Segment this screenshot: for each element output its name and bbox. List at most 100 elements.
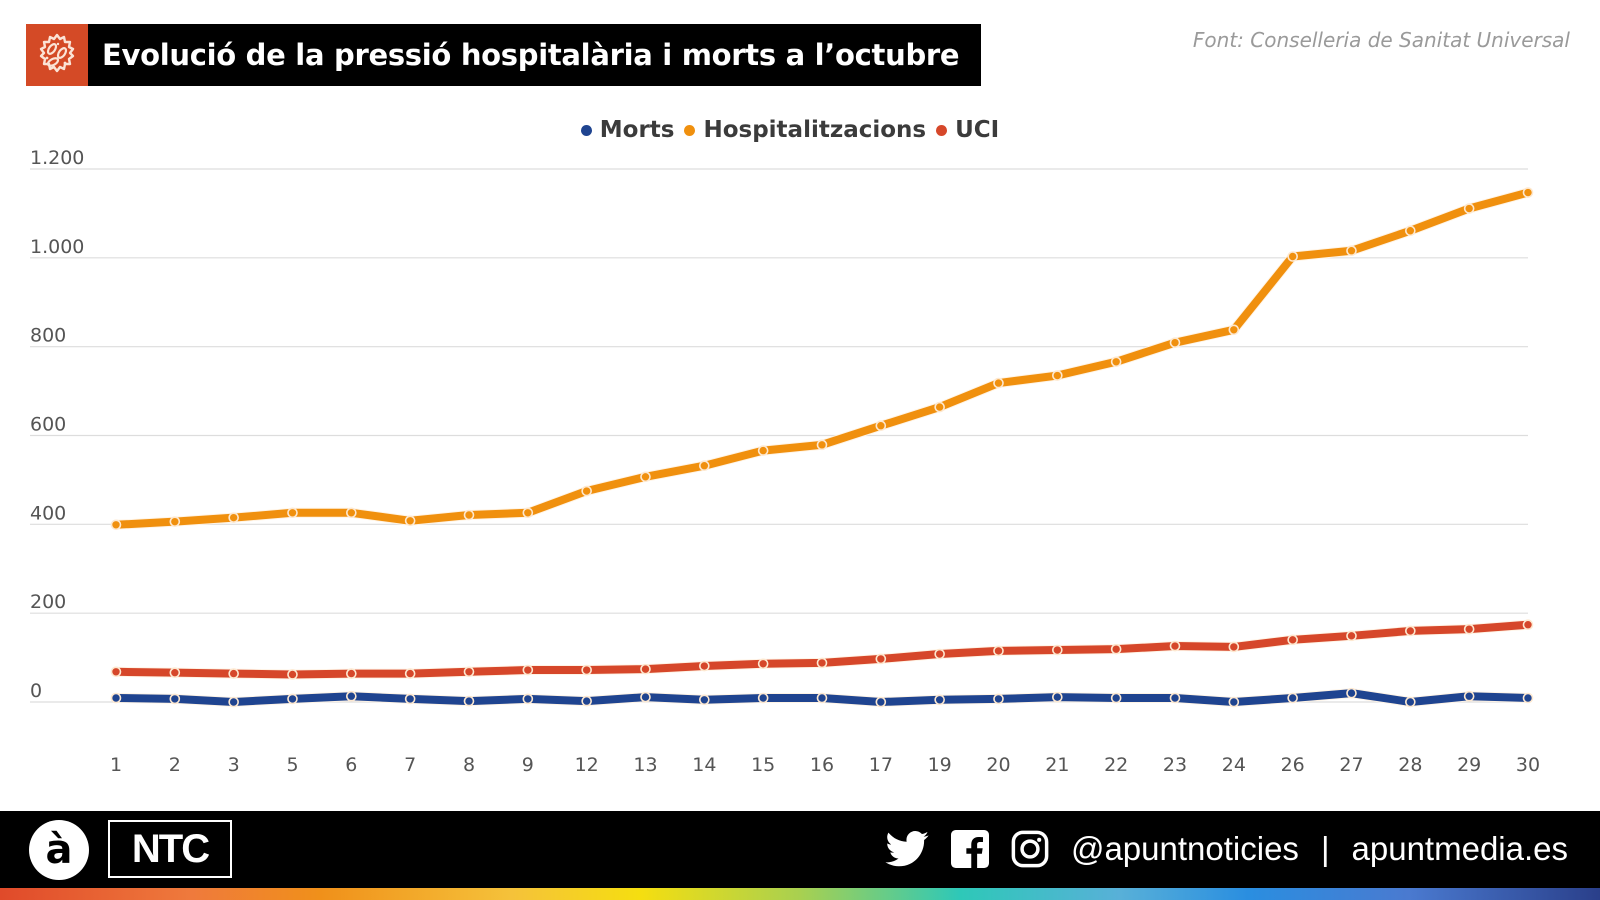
x-tick-label: 17 xyxy=(869,754,893,776)
chart-legend: Morts Hospitalitzacions UCI xyxy=(0,117,1580,143)
x-axis-ticks: 1 2 3 5 6 7 8 9 12 13 14 15 16 17 19 20 21 22 23 24 26 27 28 29… xyxy=(110,754,1540,776)
data-point xyxy=(346,507,357,519)
data-point xyxy=(522,693,534,705)
data-point xyxy=(522,664,534,676)
data-point xyxy=(228,668,239,679)
data-point xyxy=(934,648,945,660)
data-point xyxy=(463,509,475,521)
footer-bar xyxy=(0,811,1600,888)
data-point xyxy=(1228,696,1240,708)
apunt-logo[interactable]: à xyxy=(29,820,89,880)
x-tick-label: 5 xyxy=(286,754,298,776)
legend-label-hospitalitzacions: Hospitalitzacions xyxy=(703,117,927,143)
data-point xyxy=(640,471,651,483)
y-tick-label: 1.200 xyxy=(30,147,84,169)
x-tick-label: 26 xyxy=(1281,754,1305,776)
data-point xyxy=(287,693,298,705)
footer-separator: | xyxy=(1320,830,1330,867)
data-point xyxy=(757,445,769,456)
data-point xyxy=(1522,187,1534,198)
series-lines xyxy=(110,187,1534,708)
y-tick-label: 1.000 xyxy=(30,236,84,258)
y-tick-label: 800 xyxy=(30,325,66,347)
x-tick-label: 19 xyxy=(928,754,952,776)
x-tick-label: 22 xyxy=(1104,754,1128,776)
data-point xyxy=(1405,696,1416,708)
data-point xyxy=(1228,641,1240,653)
x-tick-label: 9 xyxy=(522,754,534,776)
data-point xyxy=(699,660,710,672)
data-point xyxy=(1522,619,1534,631)
data-point xyxy=(346,668,357,679)
facebook-icon[interactable] xyxy=(950,830,989,868)
data-point xyxy=(287,507,298,519)
data-point xyxy=(404,515,416,527)
x-tick-label: 6 xyxy=(345,754,357,776)
data-point xyxy=(816,692,828,704)
legend-item-hospitalitzacions: Hospitalitzacions xyxy=(684,117,926,143)
y-tick-label: 0 xyxy=(30,680,42,702)
data-point xyxy=(169,516,181,527)
data-point xyxy=(1228,324,1240,336)
data-point xyxy=(1463,690,1475,702)
data-point xyxy=(522,507,534,519)
x-tick-label: 21 xyxy=(1045,754,1069,776)
data-point xyxy=(1169,337,1181,348)
data-point xyxy=(1287,634,1298,646)
data-point xyxy=(816,657,828,669)
data-point xyxy=(1287,692,1298,704)
data-point xyxy=(110,519,122,531)
data-point xyxy=(169,693,181,705)
data-point xyxy=(757,692,769,704)
twitter-icon[interactable] xyxy=(885,831,929,867)
data-point xyxy=(110,666,122,678)
data-point xyxy=(757,658,769,670)
data-point xyxy=(1405,625,1416,637)
data-point xyxy=(287,669,298,680)
x-tick-label: 2 xyxy=(169,754,181,776)
data-point xyxy=(1110,643,1122,655)
data-point xyxy=(1052,691,1063,703)
data-point xyxy=(934,401,945,413)
legend-marker-morts xyxy=(580,124,592,136)
social-links: @apuntnoticies | apuntmedia.es xyxy=(885,818,1568,880)
instagram-icon[interactable] xyxy=(1011,830,1049,868)
data-point xyxy=(1052,644,1063,656)
x-tick-label: 24 xyxy=(1222,754,1246,776)
data-point xyxy=(934,694,945,706)
x-tick-label: 30 xyxy=(1516,754,1540,776)
series-morts xyxy=(110,687,1534,708)
data-point xyxy=(228,512,239,523)
data-point xyxy=(1052,370,1063,381)
data-point xyxy=(110,692,122,704)
series-line-halo xyxy=(115,187,1530,530)
grid-lines xyxy=(30,168,1528,703)
legend-item-uci: UCI xyxy=(936,117,999,143)
data-point xyxy=(1169,692,1181,704)
data-point xyxy=(581,664,592,676)
y-tick-label: 600 xyxy=(30,414,66,436)
series-line xyxy=(115,188,1530,529)
rainbow-stripe xyxy=(0,888,1600,900)
y-axis-ticks: 0 200 400 600 800 1.000 1.200 xyxy=(30,147,84,702)
social-handle[interactable]: @apuntnoticies xyxy=(1070,830,1299,867)
data-point xyxy=(993,645,1004,657)
legend-label-morts: Morts xyxy=(599,117,675,143)
data-point xyxy=(1346,630,1357,642)
series-uci xyxy=(110,619,1534,680)
x-tick-label: 1 xyxy=(110,754,122,776)
data-point xyxy=(699,694,710,706)
legend-label-uci: UCI xyxy=(955,117,1000,143)
data-point xyxy=(816,439,828,451)
x-tick-label: 20 xyxy=(986,754,1010,776)
legend-marker-uci xyxy=(936,124,948,136)
ntc-logo[interactable]: NTC xyxy=(108,820,232,878)
virus-icon xyxy=(26,24,88,86)
website-link[interactable]: apuntmedia.es xyxy=(1351,830,1568,867)
y-tick-label: 400 xyxy=(30,502,66,524)
data-point xyxy=(1110,692,1122,704)
data-point xyxy=(1346,687,1357,699)
x-tick-label: 28 xyxy=(1398,754,1422,776)
data-point xyxy=(640,691,651,703)
